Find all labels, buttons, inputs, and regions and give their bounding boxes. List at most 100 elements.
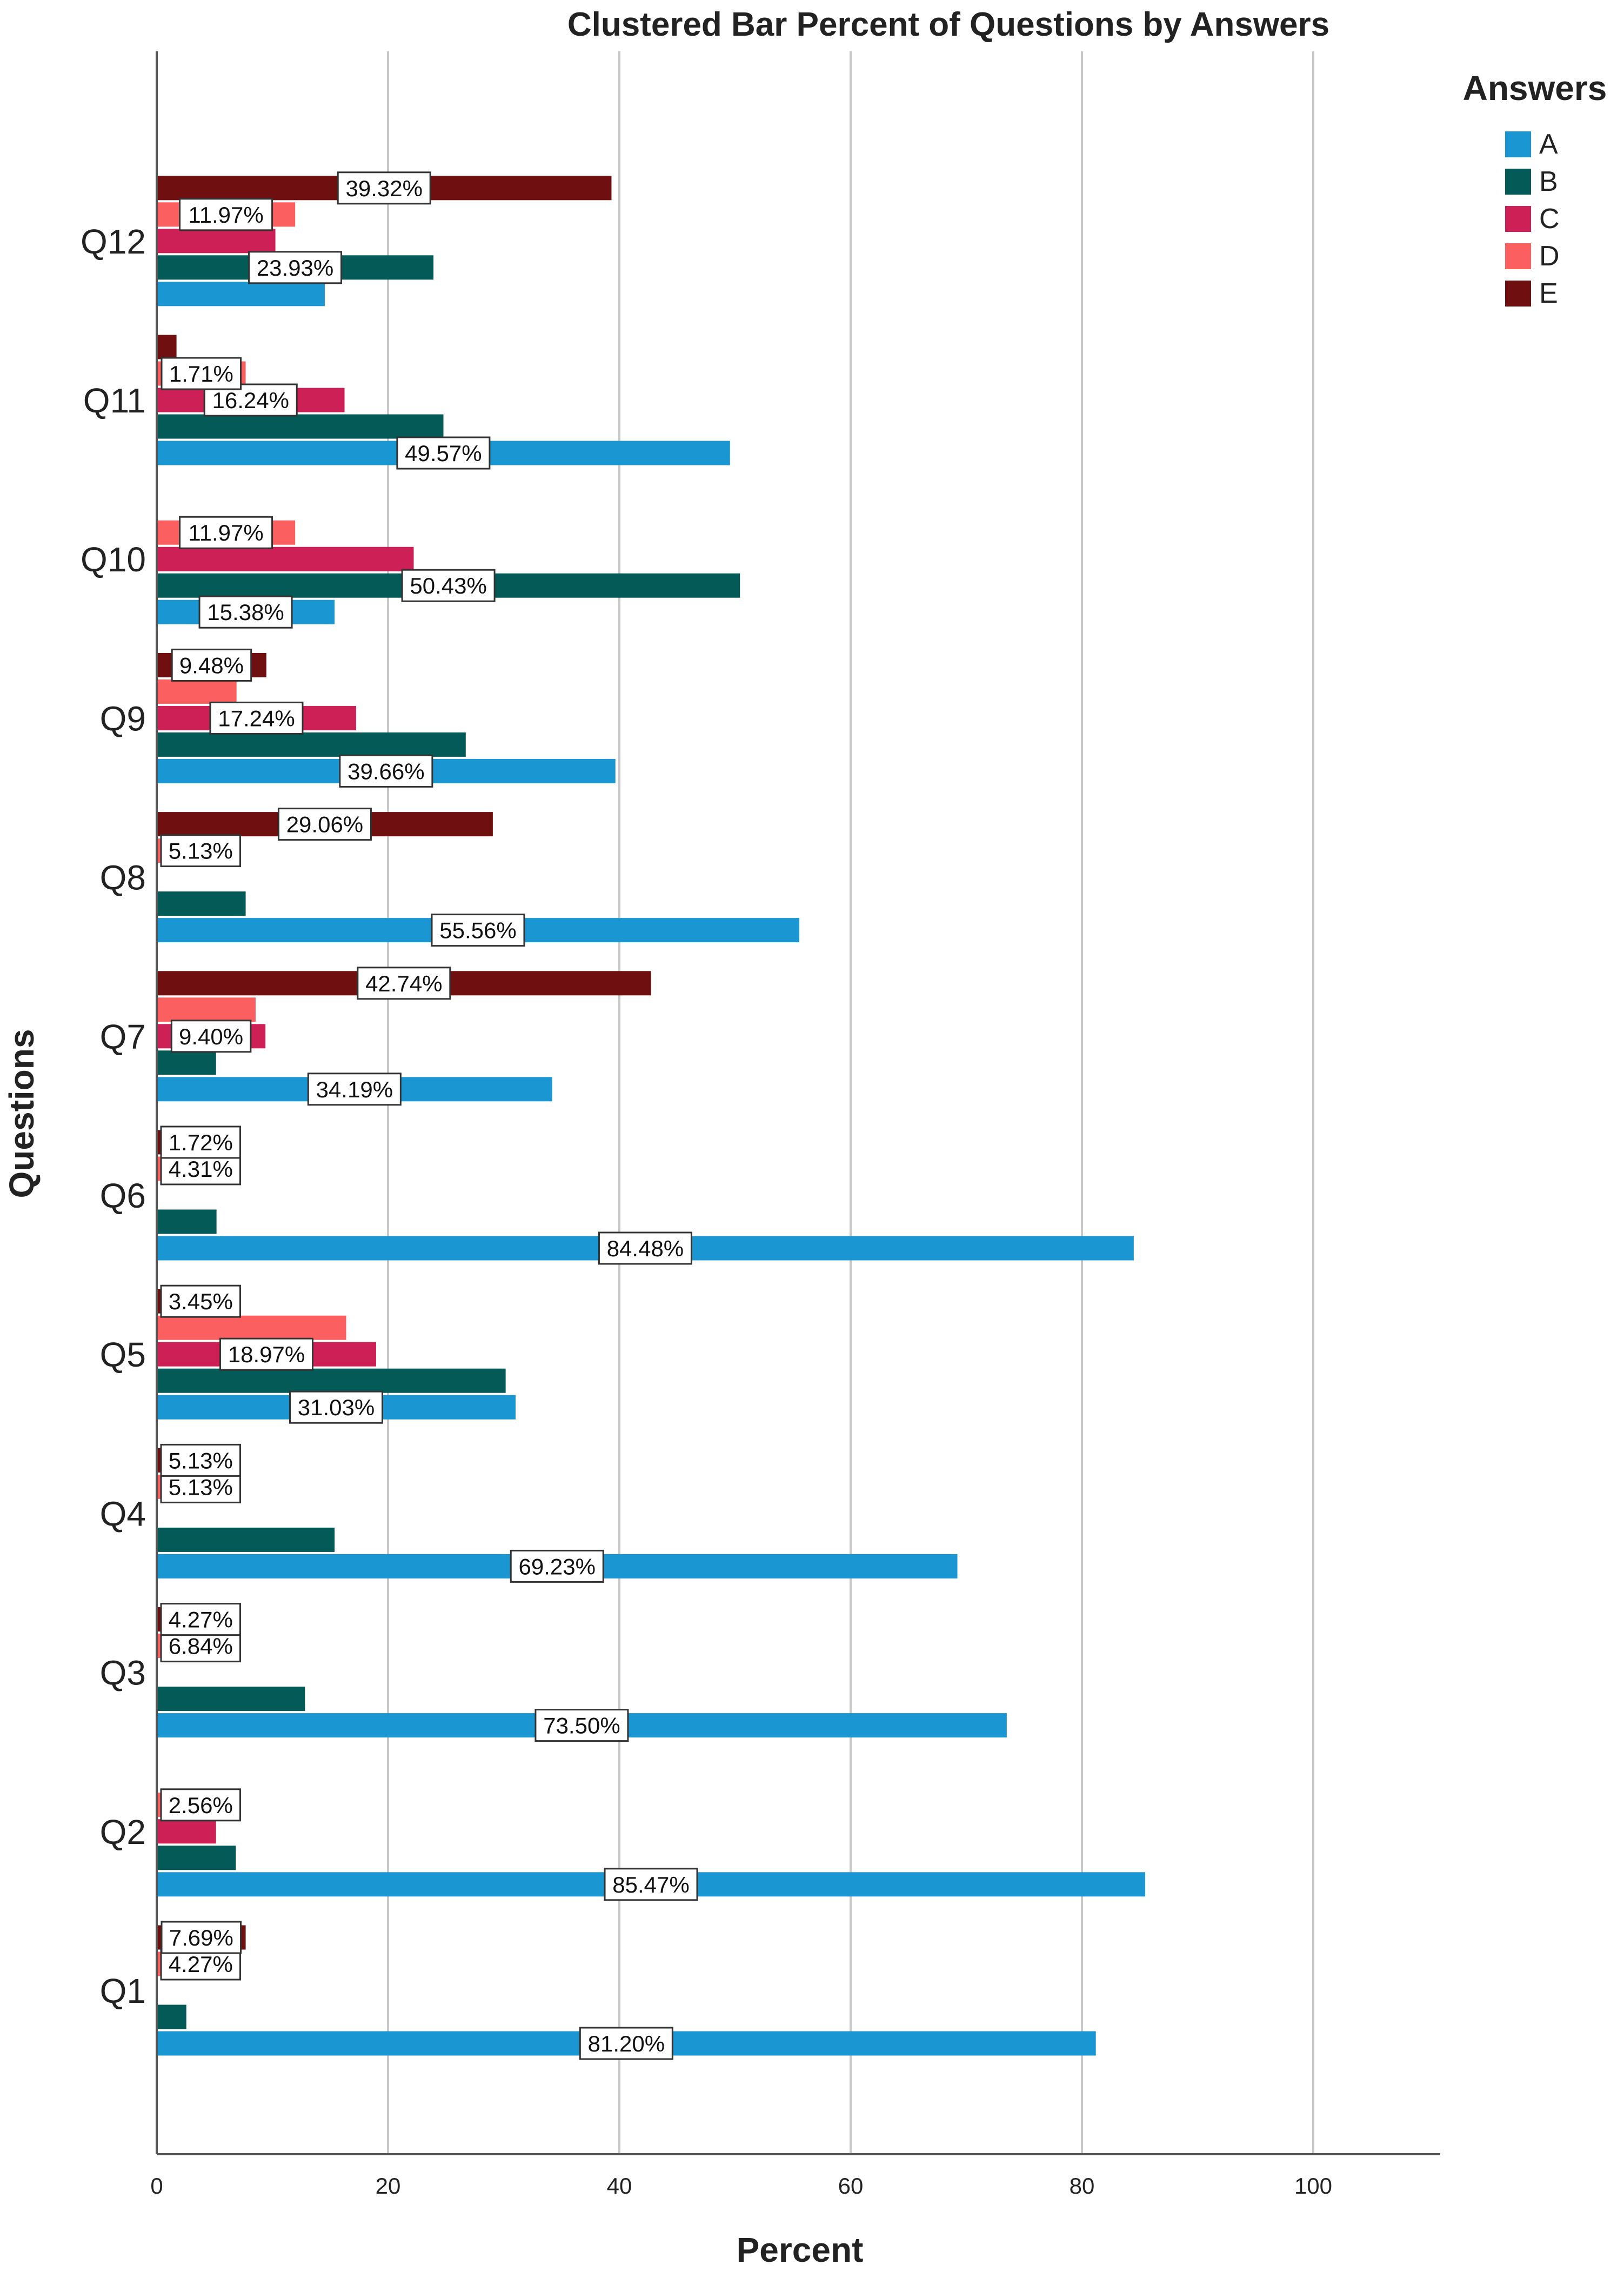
bar-q3-b <box>157 1687 305 1711</box>
data-labels-layer: 81.20% 85.47% 73.50% 69.23% 31.03% 84.48% 34.1… <box>160 171 698 2060</box>
data-label-text: 31.03% <box>298 1395 375 1420</box>
data-label-text: 9.40% <box>179 1024 243 1049</box>
data-label-box <box>431 914 525 947</box>
data-label-text: 2.56% <box>169 1793 233 1818</box>
data-label-text: 1.72% <box>169 1130 233 1155</box>
data-label-text: 18.97% <box>228 1342 305 1367</box>
bar-q12-c <box>157 229 276 254</box>
data-label-text: 23.93% <box>257 255 333 281</box>
data-label-box <box>171 648 252 682</box>
data-label-box <box>179 516 273 549</box>
category-label: Q6 <box>100 1176 146 1215</box>
data-label-q8-d: 5.13% <box>160 834 241 868</box>
data-label-q7-a: 34.19% <box>307 1073 402 1106</box>
x-tick-label: 100 <box>1294 2173 1332 2199</box>
data-label-text: 15.38% <box>207 600 284 625</box>
bar-q7-b <box>157 1050 216 1075</box>
data-label-q7-e: 42.74% <box>357 967 451 1000</box>
data-label-box <box>579 2027 673 2060</box>
data-label-q12-b: 23.93% <box>248 251 343 284</box>
data-label-text: 81.20% <box>588 2031 665 2056</box>
data-label-q11-d: 1.71% <box>161 357 242 390</box>
legend-label-b: B <box>1539 166 1558 197</box>
category-label: Q4 <box>100 1494 146 1533</box>
data-label-box <box>170 1020 252 1053</box>
data-label-q8-e: 29.06% <box>277 808 372 841</box>
data-label-q12-e: 39.32% <box>337 171 431 205</box>
data-label-q4-e: 5.13% <box>160 1443 241 1477</box>
category-label: Q7 <box>100 1017 146 1056</box>
data-label-text: 42.74% <box>365 971 442 996</box>
bar-q9-b <box>157 732 466 757</box>
x-axis-title: Percent <box>737 2230 864 2269</box>
data-label-box <box>179 198 273 231</box>
data-label-box <box>357 967 451 1000</box>
data-label-text: 11.97% <box>188 202 263 228</box>
data-label-box <box>248 251 343 284</box>
bar-q10-c <box>157 547 414 571</box>
data-label-text: 29.06% <box>286 812 363 837</box>
bar-q9-d <box>157 679 237 704</box>
legend-title: Answers <box>1463 69 1607 108</box>
data-label-q11-c: 16.24% <box>203 383 298 417</box>
data-label-q9-e: 9.48% <box>171 648 252 682</box>
data-label-text: 3.45% <box>169 1289 233 1314</box>
axes-layer: 0 20 40 60 80 100 Q1 Q2 Q3 Q4 Q5 Q6 Q7 Q8 Q9 Q10 Q11 Q12 <box>81 51 1440 2199</box>
data-label-q5-c: 18.97% <box>219 1337 313 1371</box>
data-label-text: 5.13% <box>169 1448 233 1473</box>
data-label-q9-a: 39.66% <box>339 754 433 788</box>
category-label: Q3 <box>100 1654 146 1693</box>
data-label-box <box>289 1390 384 1424</box>
data-label-text: 34.19% <box>316 1077 393 1102</box>
data-label-q3-e: 4.27% <box>160 1603 241 1636</box>
category-label: Q12 <box>81 222 146 261</box>
data-label-q7-c: 9.40% <box>170 1020 252 1053</box>
legend-label-a: A <box>1539 129 1558 160</box>
data-label-box <box>339 754 433 788</box>
data-label-text: 7.69% <box>169 1925 233 1950</box>
data-label-box <box>160 1284 241 1318</box>
data-label-box <box>401 569 496 602</box>
data-label-box <box>534 1709 629 1742</box>
data-label-q6-e: 1.72% <box>160 1125 241 1159</box>
data-label-text: 6.84% <box>169 1634 233 1659</box>
data-label-box <box>198 595 293 629</box>
category-label: Q5 <box>100 1335 146 1374</box>
legend-swatch-e <box>1505 281 1531 307</box>
x-tick-label: 80 <box>1070 2173 1095 2199</box>
category-label: Q9 <box>100 699 146 738</box>
data-label-q10-a: 15.38% <box>198 595 293 629</box>
bar-q5-d <box>157 1315 346 1340</box>
data-label-text: 4.31% <box>169 1156 233 1182</box>
data-label-box <box>160 1603 241 1636</box>
bar-q5-b <box>157 1368 506 1393</box>
data-label-text: 4.27% <box>169 1951 233 1977</box>
grid-layer <box>387 51 1314 2154</box>
data-label-box <box>219 1337 313 1371</box>
bar-q6-b <box>157 1209 217 1234</box>
data-label-box <box>337 171 431 205</box>
bar-q1-b <box>157 2004 186 2029</box>
data-label-text: 16.24% <box>212 388 289 413</box>
legend-swatch-c <box>1505 206 1531 232</box>
data-label-text: 4.27% <box>169 1607 233 1633</box>
data-label-q1-e: 7.69% <box>161 1921 242 1954</box>
data-label-text: 49.57% <box>405 441 482 466</box>
y-axis-title: Questions <box>2 1029 41 1198</box>
data-label-box <box>209 701 304 735</box>
data-label-box <box>277 808 372 841</box>
data-label-q5-a: 31.03% <box>289 1390 384 1424</box>
data-label-text: 9.48% <box>179 652 244 678</box>
legend-label-c: C <box>1539 203 1560 235</box>
data-label-q10-d: 11.97% <box>179 516 273 549</box>
chart-title: Clustered Bar Percent of Questions by An… <box>567 6 1329 43</box>
data-label-text: 84.48% <box>607 1236 684 1261</box>
data-label-q8-a: 55.56% <box>431 914 525 947</box>
data-label-q2-a: 85.47% <box>604 1868 698 1901</box>
data-label-box <box>160 834 241 868</box>
legend-label-e: E <box>1539 278 1558 309</box>
data-label-q11-a: 49.57% <box>396 436 491 470</box>
